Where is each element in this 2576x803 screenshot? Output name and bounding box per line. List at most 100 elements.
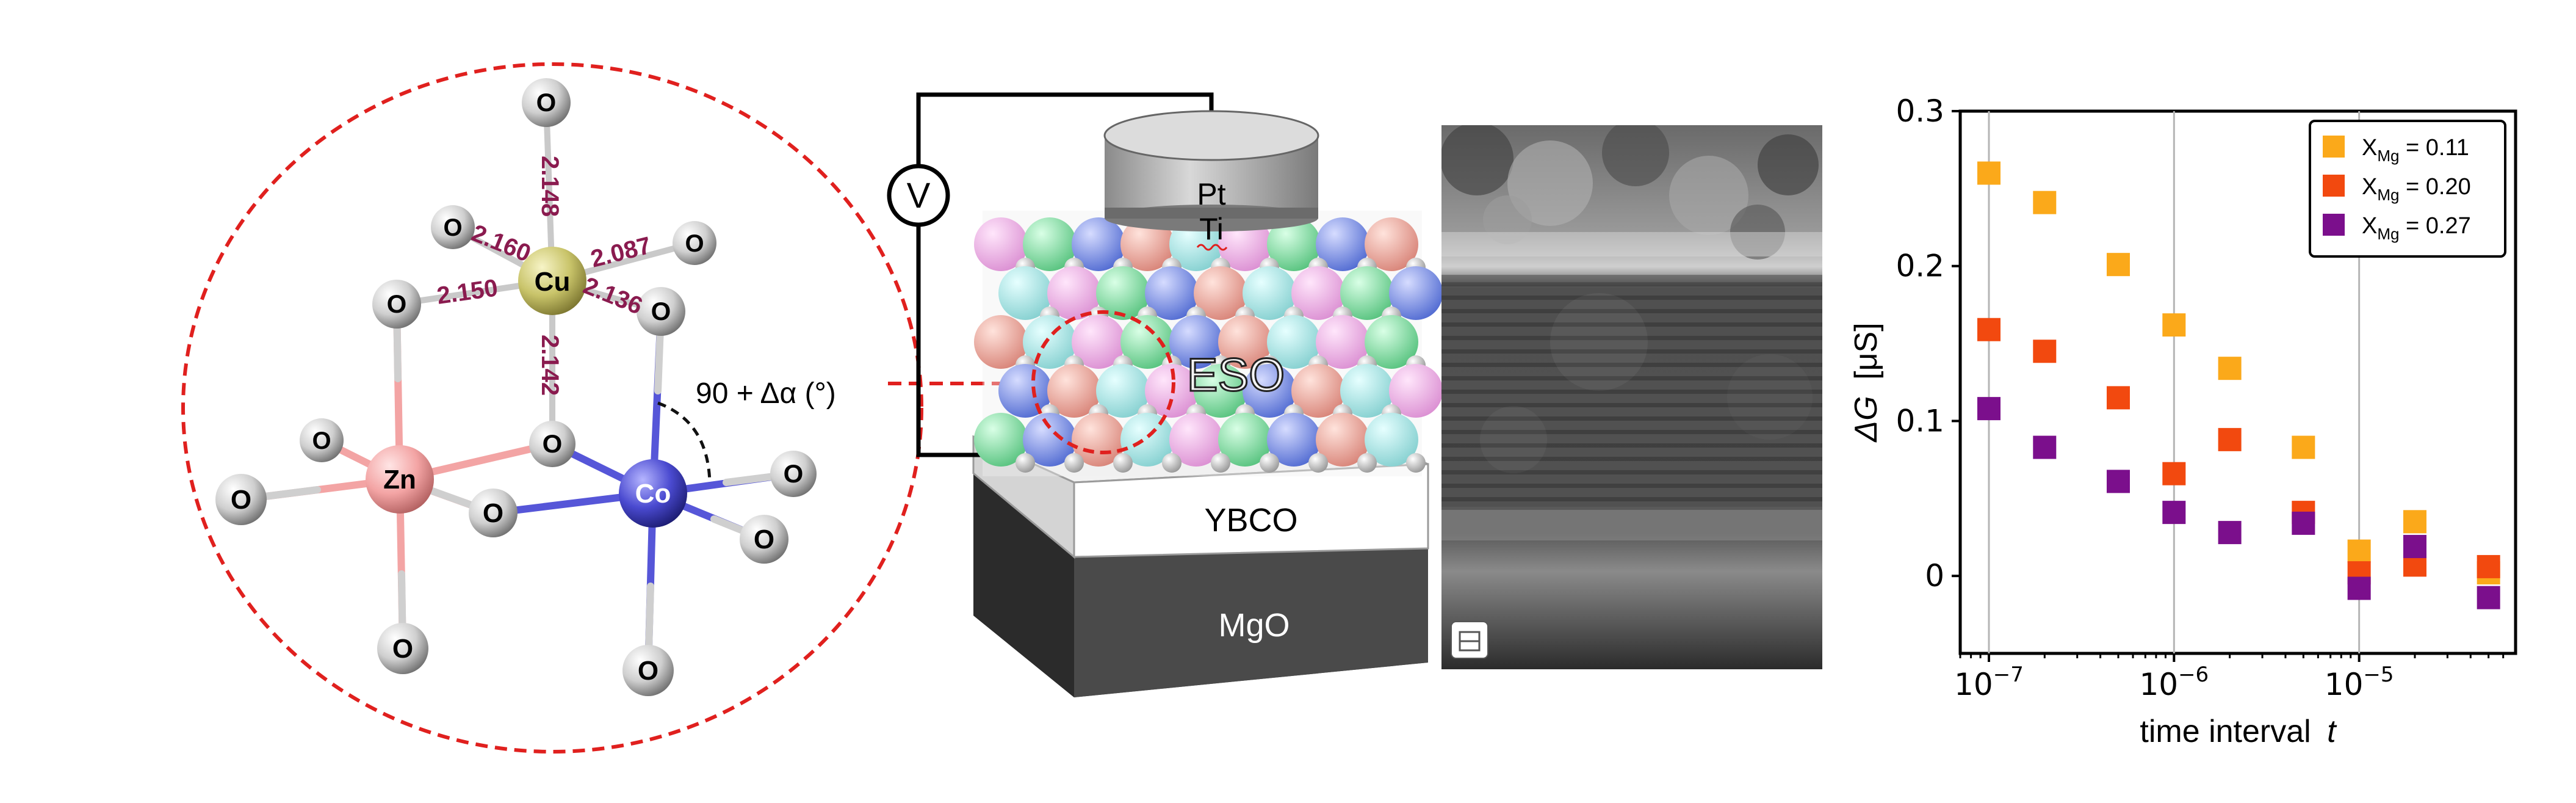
lattice-sphere: [1316, 413, 1369, 467]
lattice-sphere: [1340, 364, 1394, 418]
lattice-sphere: [998, 364, 1052, 418]
oxygen-atom: O: [300, 418, 344, 462]
svg-text:O: O: [543, 429, 563, 458]
lattice-sphere: [1340, 266, 1394, 320]
lattice-sphere: [1145, 266, 1199, 320]
lattice-oxygen: [1016, 453, 1035, 473]
bond-length-label: 2.142: [536, 335, 563, 396]
x-tick-label: 10−7: [1954, 663, 2024, 702]
zoom-circle: [181, 62, 923, 754]
data-point: [2403, 534, 2426, 558]
scale-bar-icon: [1451, 621, 1488, 659]
coordination-structure: O O O O O O O O O O O O O Cu Zn Co 2.148…: [181, 62, 923, 754]
bond-length-label: 2.160: [468, 220, 535, 267]
lattice-sphere: [974, 217, 1028, 271]
data-point: [2107, 253, 2130, 277]
lattice-sphere: [1072, 413, 1125, 467]
svg-text:O: O: [754, 525, 774, 554]
pt-ti-electrode: Pt Ti: [1103, 110, 1319, 251]
oxygen-atom: O: [377, 623, 428, 674]
data-point: [2403, 510, 2426, 534]
lattice-sphere: [1120, 413, 1174, 467]
lattice-sphere: [1218, 315, 1272, 369]
lattice-sphere: [1365, 315, 1418, 369]
lattice-oxygen: [1162, 453, 1182, 473]
svg-text:O: O: [392, 634, 413, 664]
mgo-substrate: MgO: [973, 473, 1428, 697]
svg-text:Zn: Zn: [383, 465, 416, 495]
lattice-sphere: [998, 266, 1052, 320]
tem-grain: [1758, 134, 1819, 195]
bond-length-label: 2.148: [536, 156, 563, 217]
top-electrode-label: Pt: [1197, 177, 1225, 211]
lattice-sphere: [1291, 364, 1345, 418]
lattice-oxygen: [1113, 453, 1133, 473]
legend-swatch: [2323, 214, 2345, 236]
lattice-sphere: [1023, 315, 1077, 369]
x-axis-label-var: t: [2327, 714, 2337, 749]
data-point: [2107, 386, 2130, 410]
x-tick-label: 10−5: [2325, 663, 2394, 702]
oxygen-atom: O: [637, 287, 685, 336]
voltmeter-label: V: [907, 176, 931, 216]
lattice-sphere: [1291, 266, 1345, 320]
angle-arc: [657, 401, 712, 483]
svg-text:O: O: [483, 498, 503, 528]
data-point: [1977, 397, 2001, 421]
lattice-oxygen: [1260, 453, 1279, 473]
svg-text:Co: Co: [635, 479, 671, 509]
lattice-sphere: [1072, 315, 1125, 369]
data-point: [2292, 435, 2315, 459]
lattice-sphere: [1194, 266, 1247, 320]
data-point: [2218, 357, 2242, 380]
x-axis-label-text: time interval: [2140, 714, 2311, 749]
y-axis-label: ΔG [μS]: [1849, 322, 1884, 443]
svg-text:O: O: [443, 214, 462, 241]
lattice-sphere: [1072, 217, 1125, 271]
y-tick-label: 0.1: [1896, 403, 1944, 438]
bond-length-label: 2.136: [580, 272, 646, 320]
chart-legend: XMg = 0.11 XMg = 0.20 XMg = 0.27: [2309, 120, 2506, 258]
x-axis: 10−7 10−6 10−5: [1954, 653, 2505, 702]
lattice-sphere: [1267, 413, 1321, 467]
y-axis: 0 0.1 0.2 0.3: [1896, 93, 1960, 594]
lattice-sphere: [1365, 413, 1418, 467]
lattice-sphere: [1047, 364, 1101, 418]
lattice-sphere: [1023, 217, 1077, 271]
bottom-electrode-label: YBCO: [1204, 502, 1297, 539]
data-point: [1977, 318, 2001, 341]
y-axis-label-unit: [μS]: [1849, 322, 1884, 380]
eso-zoom-circle: [1031, 310, 1175, 454]
data-point: [2162, 313, 2186, 337]
y-tick-label: 0: [1925, 558, 1944, 594]
tem-grain: [1507, 140, 1593, 226]
svg-text:O: O: [312, 427, 331, 454]
data-point: [2107, 470, 2130, 493]
device-schematic: MgO YBCO V ESO Pt: [887, 92, 1443, 697]
voltmeter: V: [887, 164, 950, 227]
svg-text:O: O: [784, 459, 804, 488]
lattice-sphere: [1316, 217, 1369, 271]
svg-text:O: O: [387, 289, 407, 318]
data-point: [2347, 539, 2371, 563]
lattice-sphere: [1267, 315, 1321, 369]
data-point: [2292, 511, 2315, 535]
conductance-chart: 00.10.20.3 10−7 10−6 10−5 time interval t …: [1849, 93, 2517, 749]
x-axis-label: time interval t: [2140, 714, 2337, 749]
bond-length-label: 2.087: [588, 232, 654, 273]
data-point: [2033, 435, 2057, 459]
lattice-sphere: [1267, 217, 1321, 271]
oxygen-atom: O: [431, 205, 475, 249]
lattice-sphere: [1047, 266, 1101, 320]
legend-swatch: [2323, 175, 2345, 197]
cobalt-atom: Co: [619, 459, 687, 528]
data-point: [2347, 576, 2371, 600]
lattice-oxygen: [1308, 453, 1328, 473]
oxygen-atom: O: [372, 280, 421, 329]
lattice-sphere: [1389, 266, 1443, 320]
angle-label: 90 + Δα (°): [696, 377, 836, 410]
data-point: [1977, 161, 2001, 185]
ti-wave-icon: [1196, 244, 1228, 251]
legend-swatch: [2323, 136, 2345, 158]
svg-text:Cu: Cu: [535, 267, 571, 297]
